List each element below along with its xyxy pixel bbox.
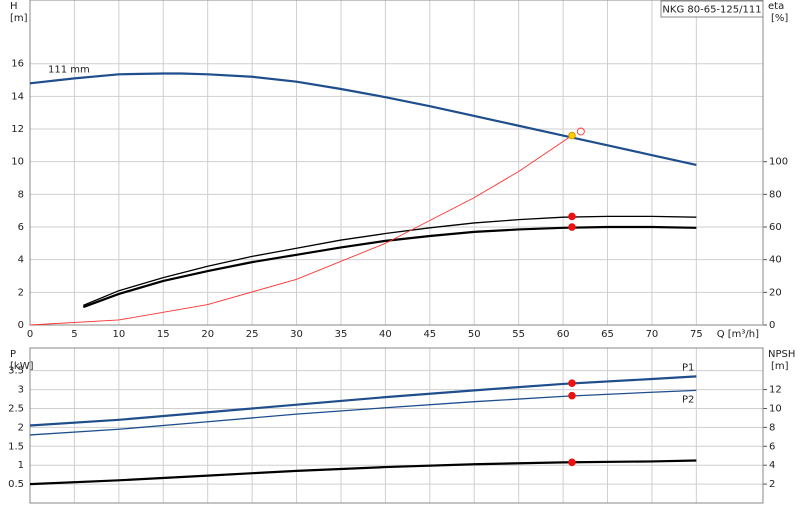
y2-axis-unit: [%] — [771, 13, 788, 24]
y-axis-unit: [m] — [10, 13, 28, 24]
x-tick-label: 20 — [201, 329, 214, 340]
y-tick-label: 0 — [18, 320, 24, 331]
curve — [29, 389, 697, 436]
y-tick-label: 1 — [18, 460, 24, 471]
operating-point — [568, 379, 576, 387]
x-tick-label: 25 — [246, 329, 259, 340]
x-tick-label: 15 — [157, 329, 170, 340]
y-tick-label: 6 — [18, 222, 24, 233]
curve — [83, 215, 697, 307]
y-tick-label: 3 — [18, 385, 24, 396]
y2-tick-label: 2 — [769, 479, 775, 490]
y2-axis-title: eta — [768, 1, 784, 12]
y-tick-label: 2 — [18, 287, 24, 298]
y2-axis-title: NPSH — [768, 349, 795, 360]
curve — [29, 135, 573, 326]
operating-point — [568, 391, 576, 400]
operating-point — [568, 458, 576, 467]
x-tick-label: 0 — [27, 329, 33, 340]
x-tick-label: 50 — [468, 329, 481, 340]
x-tick-label: 45 — [423, 329, 436, 340]
y-tick-label: 2.5 — [8, 403, 24, 414]
y2-tick-label: 60 — [769, 222, 782, 233]
y-tick-label: 14 — [11, 91, 24, 102]
curve — [29, 459, 697, 486]
y-axis-unit: [kW] — [10, 361, 34, 372]
title-box — [660, 0, 764, 18]
y2-tick-label: 6 — [769, 441, 775, 452]
y2-tick-label: 40 — [769, 255, 782, 266]
y2-tick-label: 100 — [769, 157, 788, 168]
x-tick-label: 75 — [690, 329, 703, 340]
x-tick-label: 55 — [512, 329, 525, 340]
x-tick-label: 30 — [290, 329, 303, 340]
curve — [29, 375, 697, 427]
plot-frame — [29, 0, 764, 326]
y2-tick-label: 10 — [769, 403, 782, 414]
y2-tick-label: 4 — [769, 460, 775, 471]
y-tick-label: 0.5 — [8, 479, 24, 490]
x-tick-label: 40 — [379, 329, 392, 340]
y-tick-label: 2 — [18, 422, 24, 433]
x-tick-label: 60 — [557, 329, 570, 340]
y2-tick-label: 8 — [769, 422, 775, 433]
y2-tick-label: 80 — [769, 189, 782, 200]
y-tick-label: 3.5 — [8, 366, 24, 377]
curve — [29, 72, 697, 167]
y2-axis-unit: [m] — [771, 361, 789, 372]
chart-title: NKG 80-65-125/111 — [662, 5, 761, 16]
operating-point — [576, 127, 585, 136]
y-axis-title: P — [10, 349, 16, 360]
operating-point — [568, 223, 576, 231]
operating-point — [568, 131, 576, 140]
curve-label: P2 — [682, 394, 694, 405]
panel: 0.5 1 1.5 2 2.5 3 3.5 2 4 6 8 10 12 P[kW] NPSH[m] P1 P2 — [8, 347, 795, 504]
y-tick-label: 12 — [11, 124, 24, 135]
curve-label: P1 — [682, 362, 694, 373]
y-tick-label: 8 — [18, 189, 24, 200]
y2-tick-label: 12 — [769, 385, 782, 396]
panel: 0 5 10 15 20 25 30 35 40 45 50 55 60 65 70 75 0 2 4 6 8 10 12 1… — [10, 0, 788, 340]
curve — [82, 225, 697, 309]
y2-tick-label: 20 — [769, 287, 782, 298]
x-axis-title: Q [m³/h] — [717, 329, 759, 340]
y-tick-label: 4 — [18, 255, 24, 266]
x-tick-label: 10 — [112, 329, 125, 340]
operating-point — [568, 212, 576, 221]
y-axis-title: H — [10, 1, 18, 12]
curve-label: 111 mm — [48, 64, 90, 75]
x-tick-label: 35 — [335, 329, 348, 340]
x-tick-label: 65 — [601, 329, 614, 340]
y-tick-label: 1.5 — [8, 441, 24, 452]
y-tick-label: 10 — [11, 157, 24, 168]
y2-tick-label: 0 — [769, 320, 775, 331]
x-tick-label: 5 — [71, 329, 77, 340]
y-tick-label: 16 — [11, 59, 24, 70]
x-tick-label: 70 — [646, 329, 659, 340]
